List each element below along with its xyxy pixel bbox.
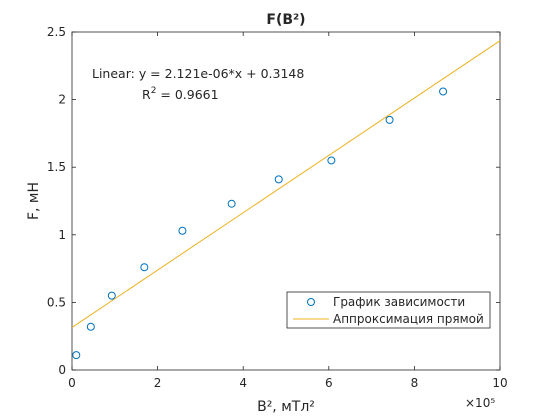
- data-point: [227, 199, 236, 208]
- axes-box: [71, 31, 501, 371]
- y-tick-label: 0: [58, 363, 66, 377]
- x-tick-label: 10: [492, 376, 507, 390]
- x-axis-label: B², мТл²: [257, 399, 315, 415]
- data-point: [178, 226, 187, 235]
- y-tick-label: 2.5: [47, 25, 66, 39]
- y-tick-label: 2: [58, 93, 66, 107]
- y-tick-label: 1.5: [47, 160, 66, 174]
- data-point: [327, 156, 336, 165]
- data-point: [72, 351, 81, 360]
- x-tick-label: 0: [68, 376, 76, 390]
- x-tick-label: 4: [239, 376, 247, 390]
- x-exponent-label: ×10⁵: [465, 396, 495, 410]
- chart-title: F(B²): [266, 12, 305, 28]
- y-tick-label: 1: [58, 228, 66, 242]
- data-point: [140, 263, 149, 272]
- legend-label-scatter: График зависимости: [333, 295, 465, 309]
- data-point: [86, 322, 95, 331]
- x-tick-label: 8: [411, 376, 419, 390]
- legend-box: [286, 291, 491, 329]
- data-point: [274, 175, 283, 184]
- y-axis-label: F, мН: [26, 182, 42, 220]
- plot-area: 0 2 4 6 8 10 0 0.5 1 1.5 2 2.5 График зависимости Апп…: [47, 25, 508, 390]
- legend-marker-scatter: [307, 298, 315, 306]
- y-tick-label: 0.5: [47, 295, 66, 309]
- fit-equation-annotation: Linear: y = 2.121e-06*x + 0.3148: [92, 66, 304, 81]
- data-point: [385, 115, 394, 124]
- x-tick-label: 6: [325, 376, 333, 390]
- fit-line: [71, 40, 501, 328]
- data-point: [439, 87, 448, 96]
- data-point: [107, 291, 116, 300]
- r-squared-annotation: R2 = 0.9661: [142, 86, 219, 102]
- x-tick-label: 2: [154, 376, 162, 390]
- legend-label-line: Аппроксимация прямой: [333, 312, 484, 326]
